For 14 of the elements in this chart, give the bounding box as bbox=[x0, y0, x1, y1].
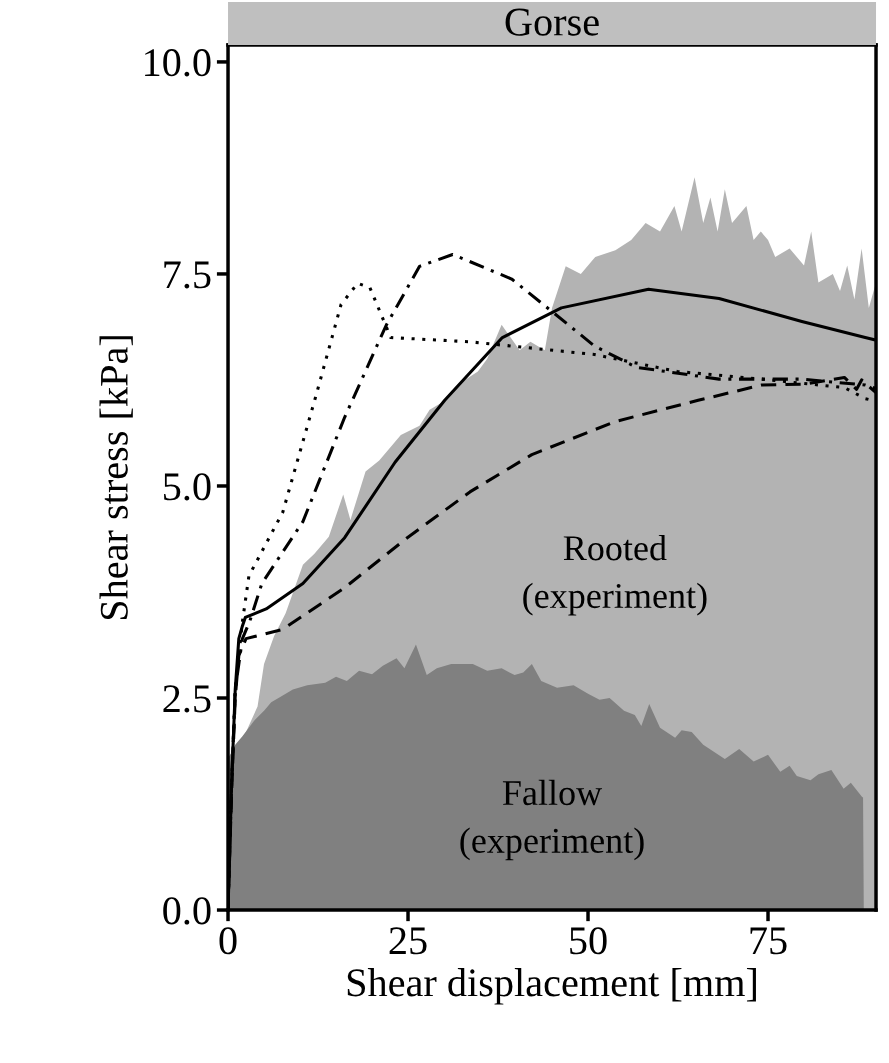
x-tick-label: 50 bbox=[570, 927, 607, 955]
x-tick-label: 25 bbox=[389, 927, 427, 955]
y-tick-label: 10.0 bbox=[145, 49, 211, 77]
chart-title: Gorse bbox=[505, 8, 599, 36]
y-tick-label: 7.5 bbox=[164, 261, 211, 289]
y-tick-label: 5.0 bbox=[164, 473, 211, 501]
annotation: Rooted (experiment) bbox=[523, 534, 707, 616]
annotation: Fallow (experiment) bbox=[460, 779, 644, 861]
y-tick-label: 2.5 bbox=[163, 685, 211, 713]
y-axis-title: Shear stress [kPa] bbox=[99, 336, 133, 620]
x-axis-title: Shear displacement [mm] bbox=[347, 968, 756, 1005]
x-tick-label: 75 bbox=[750, 927, 787, 955]
x-tick-label: 0 bbox=[219, 927, 237, 955]
y-tick-label: 0.0 bbox=[163, 897, 211, 925]
